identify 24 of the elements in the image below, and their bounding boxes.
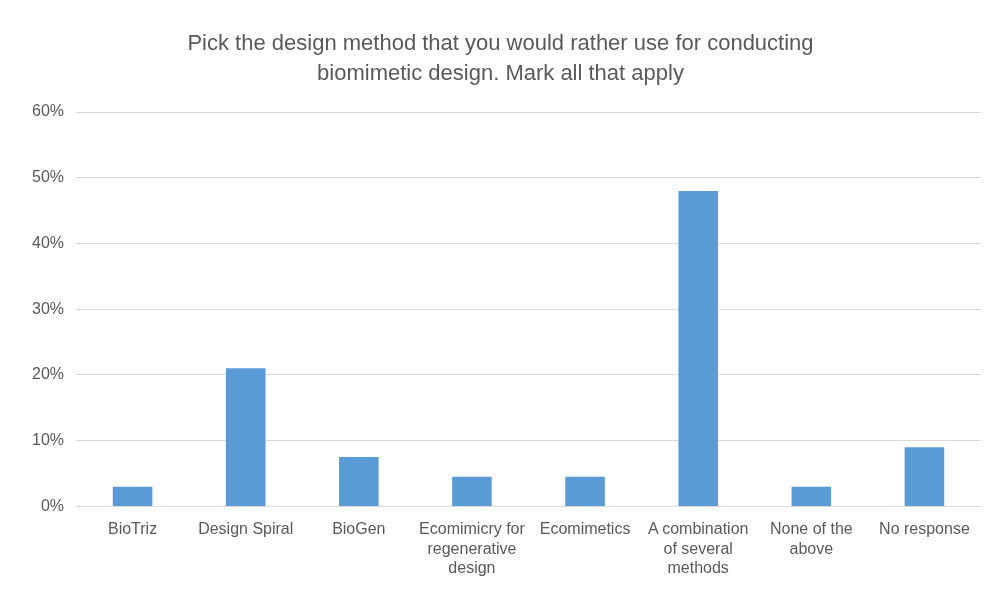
y-tick-label: 60% [31,102,65,120]
y-tick-label: 40% [31,233,65,251]
x-tick-label: Ecomimicry for regenerative design [419,520,526,576]
bar [452,476,492,506]
x-tick-label: None of the above [769,520,853,557]
x-tick-label: BioTriz [107,520,158,538]
chart-title: Pick the design method that you would rather use for conducting biomimetic design. Mark all that apply [186,29,815,87]
x-tick-label: Ecomimetics [539,520,631,538]
y-tick-label: 50% [31,168,65,186]
x-tick-label: A combination of several methods [647,520,749,576]
bar [565,476,605,506]
y-tick-label: 0% [40,496,65,514]
x-tick-label: No response [879,520,970,538]
x-tick-label: Design Spiral [198,520,294,538]
bar [678,190,718,506]
bar [225,368,266,506]
y-tick-label: 10% [31,431,65,449]
y-tick-label: 20% [31,365,65,383]
bar [339,457,379,506]
bar [112,486,153,506]
bar [904,447,945,506]
x-tick-label: BioGen [332,520,386,538]
y-tick-label: 30% [31,299,65,317]
bar [791,486,832,506]
